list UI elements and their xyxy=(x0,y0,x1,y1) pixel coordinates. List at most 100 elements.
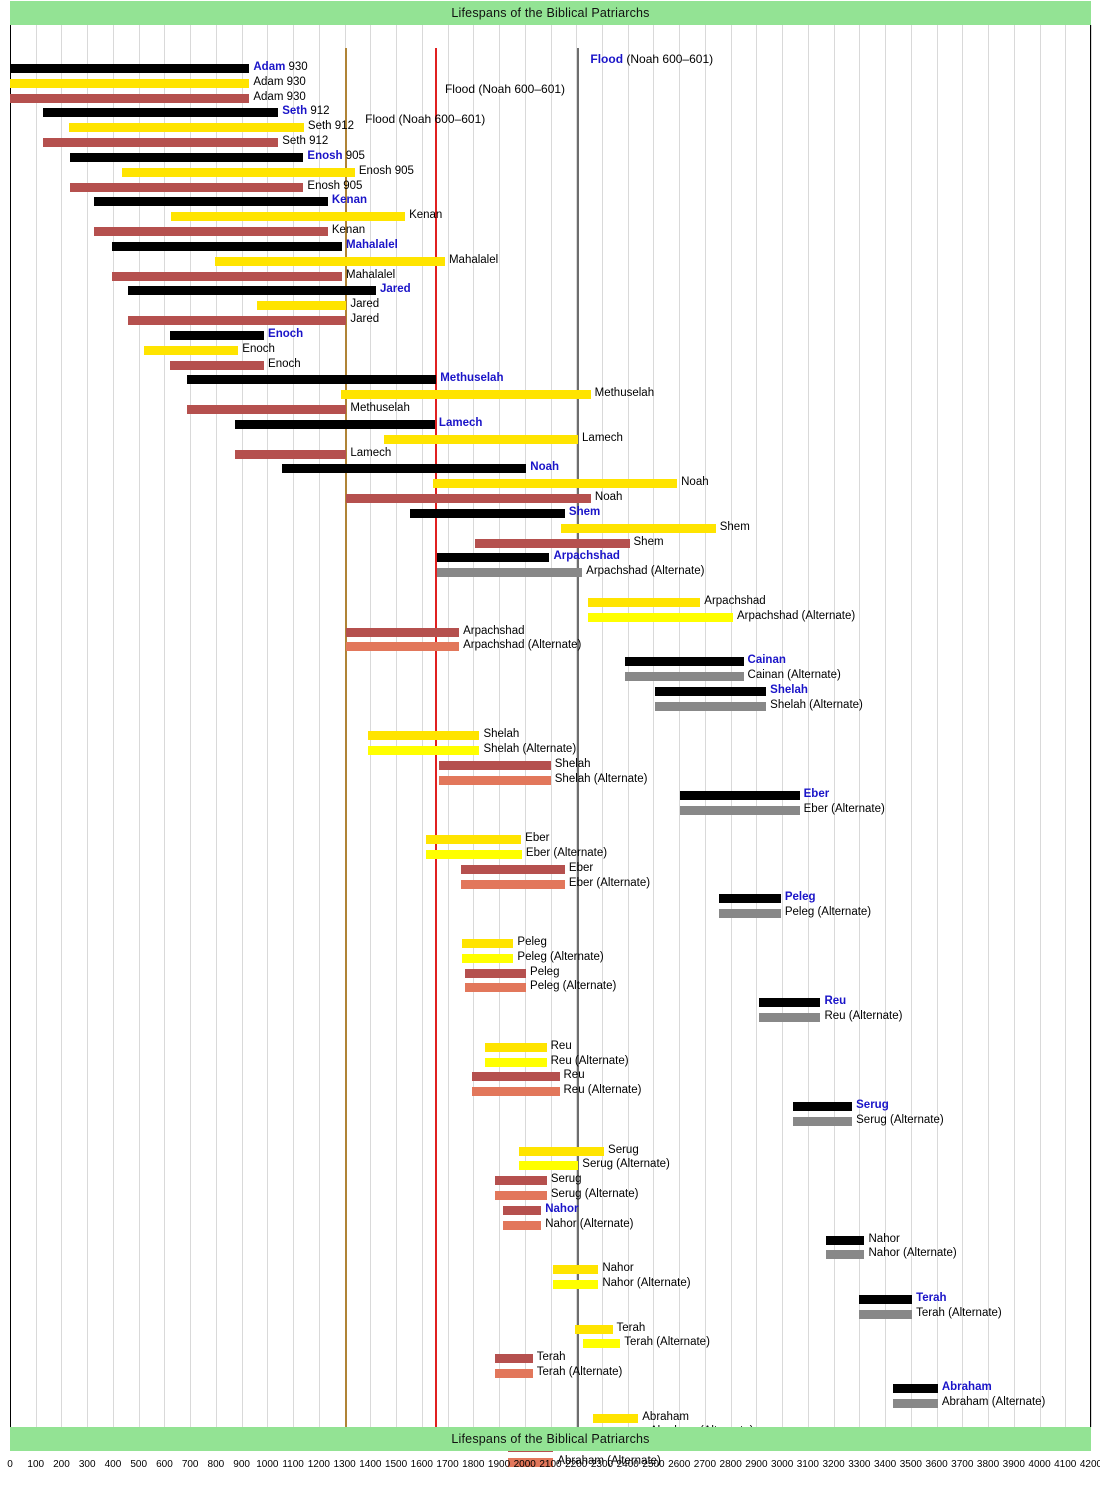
gridline xyxy=(705,25,706,1427)
gridline xyxy=(628,25,629,1427)
bar-label: Lamech xyxy=(582,432,623,444)
bar-label-name: Cainan (Alternate) xyxy=(747,669,841,682)
bar-eber-alternate-masoretic-alternate xyxy=(680,805,800,815)
bar-label-name: Terah (Alternate) xyxy=(536,1366,623,1379)
bar-label: Eber xyxy=(569,862,593,874)
bar-shem-samaritan xyxy=(475,538,630,548)
x-tick-label: 2800 xyxy=(719,1459,742,1470)
x-tick-label: 3900 xyxy=(1002,1459,1025,1470)
bar-noah-masoretic xyxy=(281,464,527,474)
bar-label: Peleg (Alternate) xyxy=(785,907,871,919)
bar-kenan-masoretic xyxy=(93,197,328,207)
bar-label: Lamech xyxy=(439,417,482,429)
bar-seth-samaritan xyxy=(43,138,279,148)
gridline xyxy=(808,25,809,1427)
bar-label-name: Kenan xyxy=(409,209,443,222)
bar-label-name: Peleg xyxy=(530,965,560,978)
bar-label: Shem xyxy=(720,521,750,533)
bar-lamech-septuagint xyxy=(384,434,579,444)
bar-label-name: Eber xyxy=(525,832,550,845)
bar-label: Peleg xyxy=(517,936,546,948)
bar-label-name: Reu xyxy=(550,1039,572,1052)
bar-label-name: Kenan xyxy=(331,224,366,237)
bar-label: Nahor xyxy=(545,1203,578,1215)
bar-mahalalel-masoretic xyxy=(111,241,342,251)
x-tick-label: 3800 xyxy=(976,1459,1000,1470)
bar-label-name: Eber (Alternate) xyxy=(803,802,885,815)
bar-label: Nahor (Alternate) xyxy=(545,1218,633,1230)
bar-terah-septuagint xyxy=(575,1324,613,1334)
bar-label: Reu (Alternate) xyxy=(824,1010,902,1022)
gridline xyxy=(988,25,989,1427)
x-tick-label: 1800 xyxy=(462,1459,485,1470)
bar-label-value: 912 xyxy=(334,120,354,133)
bar-label: Peleg xyxy=(530,965,560,978)
bar-label: Terah xyxy=(916,1291,947,1304)
x-tick-label: 4200 xyxy=(1079,1459,1100,1470)
bar-terah-alternate-septuagint-alternate xyxy=(582,1339,621,1349)
gridline xyxy=(731,25,732,1427)
bar-enosh-samaritan xyxy=(70,182,304,192)
x-tick-label: 2700 xyxy=(693,1459,717,1470)
gridline xyxy=(242,25,243,1427)
x-tick-label: 400 xyxy=(104,1459,122,1470)
bar-label-name: Peleg (Alternate) xyxy=(517,950,604,963)
bar-reu-alternate-samaritan-alternate xyxy=(472,1087,560,1097)
bar-label-value: 930 xyxy=(288,61,308,73)
bar-reu-alternate-septuagint-alternate xyxy=(485,1057,547,1067)
bar-label-name: Terah (Alternate) xyxy=(624,1336,710,1349)
bar-label: Arpachshad xyxy=(704,594,766,607)
x-tick-label: 4000 xyxy=(1028,1459,1051,1470)
bar-label-name: Nahor (Alternate) xyxy=(868,1247,957,1260)
banner-top: Lifespans of the Biblical Patriarchs xyxy=(10,1,1091,25)
bar-arpachshad-alternate-masoretic-alternate xyxy=(436,568,583,578)
bar-label-name: Adam xyxy=(253,75,284,88)
bar-label: Abraham xyxy=(941,1380,992,1393)
bar-label-name: Abraham xyxy=(941,1380,992,1393)
x-tick-label: 2400 xyxy=(616,1459,639,1470)
banner-bottom-title: Lifespans of the Biblical Patriarchs xyxy=(451,1432,650,1446)
bar-label: Enoch xyxy=(242,343,275,355)
bar-reu-masoretic xyxy=(758,998,821,1008)
bar-label: Enoch xyxy=(268,328,303,340)
x-tick-label: 3700 xyxy=(951,1459,974,1470)
gridline xyxy=(164,25,165,1427)
bar-label: Peleg (Alternate) xyxy=(530,981,616,993)
bar-label: Arpachshad xyxy=(463,625,524,637)
bar-label-name: Arpachshad xyxy=(704,594,766,607)
bar-jared-septuagint xyxy=(257,301,347,311)
bar-eber-alternate-septuagint-alternate xyxy=(425,849,522,859)
gridline xyxy=(525,25,526,1427)
bar-label: Mahalalel xyxy=(449,254,498,266)
bar-terah-samaritan xyxy=(495,1354,533,1364)
bar-cainan-alternate-masoretic-alternate xyxy=(625,672,744,682)
x-tick-label: 1600 xyxy=(410,1459,433,1470)
x-tick-label: 1500 xyxy=(384,1459,408,1470)
gridline xyxy=(190,25,191,1427)
x-tick-label: 1100 xyxy=(282,1459,304,1470)
gridline xyxy=(937,25,938,1427)
gridline xyxy=(1065,25,1066,1427)
bar-label: Reu xyxy=(550,1039,572,1052)
gridline xyxy=(834,25,835,1427)
bar-shelah-masoretic xyxy=(654,686,767,696)
x-tick-label: 2100 xyxy=(539,1459,562,1470)
bar-label-name: Abraham (Alternate) xyxy=(941,1395,1046,1408)
bar-shelah-septuagint xyxy=(368,731,480,741)
x-tick-label: 1700 xyxy=(436,1459,459,1470)
bar-peleg-alternate-masoretic-alternate xyxy=(719,909,781,919)
gridline xyxy=(1091,25,1092,1427)
bar-kenan-samaritan xyxy=(93,227,328,237)
bar-label: Eber (Alternate) xyxy=(569,877,650,889)
bar-label: Kenan xyxy=(332,195,367,207)
bar-label-name: Enosh xyxy=(358,164,392,177)
bar-label: Noah xyxy=(530,462,559,474)
x-tick-label: 3500 xyxy=(899,1459,922,1470)
bar-label: Nahor xyxy=(602,1262,633,1274)
bar-label-name: Terah xyxy=(916,1291,947,1304)
bar-label-name: Arpachshad xyxy=(553,550,620,563)
bar-label-name: Cainan xyxy=(747,654,786,667)
x-tick-label: 3400 xyxy=(873,1459,897,1470)
gridline xyxy=(370,25,371,1427)
flood-annotation-masoretic: Flood (Noah 600–601) xyxy=(590,52,713,66)
